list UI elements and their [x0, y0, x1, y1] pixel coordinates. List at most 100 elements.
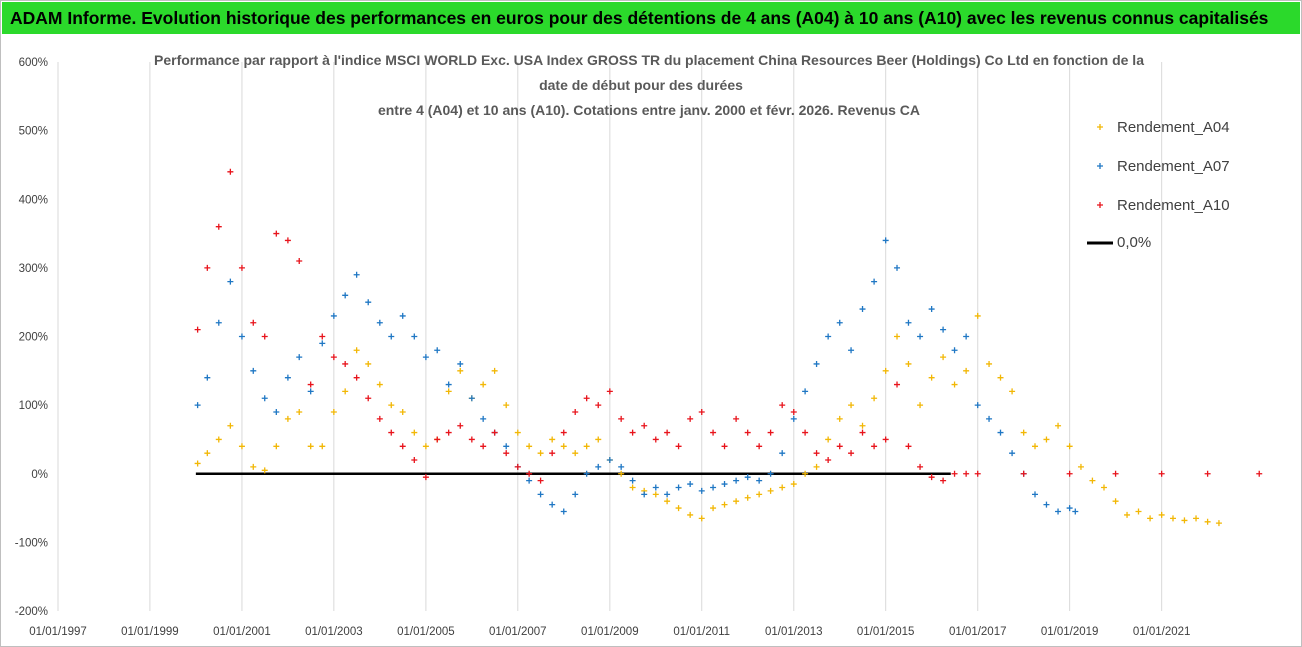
x-tick-label: 01/01/2011 — [673, 626, 730, 638]
data-point-a07 — [894, 264, 901, 271]
data-point-a07 — [572, 491, 579, 498]
data-point-a07 — [1072, 508, 1079, 515]
data-point-a10 — [974, 470, 981, 477]
data-point-a07 — [756, 477, 763, 484]
chart-title-line: entre 4 (A04) et 10 ans (A10). Cotations… — [378, 102, 920, 118]
data-point-a04 — [767, 487, 774, 494]
data-point-a10 — [204, 264, 211, 271]
data-point-a10 — [917, 463, 924, 470]
data-point-a07 — [457, 360, 464, 367]
data-point-a04 — [1169, 515, 1176, 522]
legend-marker-a07 — [1097, 163, 1103, 169]
data-point-a10 — [664, 429, 671, 436]
data-point-a04 — [1020, 429, 1027, 436]
data-point-a04 — [411, 429, 418, 436]
data-point-a07 — [882, 237, 889, 244]
data-point-a04 — [1043, 436, 1050, 443]
y-tick-label: 300% — [19, 263, 48, 275]
data-point-a04 — [664, 498, 671, 505]
data-point-a07 — [227, 278, 234, 285]
legend-label: Rendement_A07 — [1117, 158, 1230, 175]
data-point-a04 — [940, 354, 947, 361]
data-point-a10 — [687, 415, 694, 422]
data-point-a04 — [342, 388, 349, 395]
data-point-a10 — [445, 429, 452, 436]
series-a04 — [194, 312, 1222, 527]
data-point-a10 — [365, 395, 372, 402]
data-point-a04 — [1112, 498, 1119, 505]
data-point-a10 — [491, 429, 498, 436]
data-point-a10 — [194, 326, 201, 333]
data-point-a04 — [1181, 517, 1188, 524]
data-point-a10 — [825, 457, 832, 464]
data-point-a07 — [194, 402, 201, 409]
data-point-a07 — [284, 374, 291, 381]
data-point-a10 — [503, 450, 510, 457]
data-point-a10 — [756, 443, 763, 450]
data-point-a10 — [802, 429, 809, 436]
data-point-a10 — [284, 237, 291, 244]
data-point-a04 — [1193, 515, 1200, 522]
data-point-a07 — [802, 388, 809, 395]
data-point-a04 — [779, 484, 786, 491]
data-point-a10 — [779, 402, 786, 409]
data-point-a10 — [1256, 470, 1263, 477]
data-point-a10 — [951, 470, 958, 477]
legend-marker-a10 — [1097, 202, 1103, 208]
data-point-a10 — [388, 429, 395, 436]
data-point-a04 — [756, 491, 763, 498]
data-point-a10 — [836, 443, 843, 450]
data-point-a04 — [871, 395, 878, 402]
data-point-a10 — [618, 415, 625, 422]
y-tick-label: 400% — [19, 194, 48, 206]
data-point-a10 — [733, 415, 740, 422]
series-a07 — [194, 237, 1079, 515]
data-point-a10 — [813, 450, 820, 457]
data-point-a04 — [1158, 511, 1165, 518]
data-point-a04 — [330, 408, 337, 415]
data-point-a07 — [307, 388, 314, 395]
data-point-a10 — [422, 474, 429, 481]
data-point-a10 — [629, 429, 636, 436]
data-point-a04 — [1204, 518, 1211, 525]
chart-title-line: date de début pour des durées — [539, 77, 743, 93]
data-point-a07 — [974, 402, 981, 409]
x-tick-label: 01/01/2005 — [397, 626, 455, 638]
data-point-a10 — [790, 408, 797, 415]
data-point-a10 — [353, 374, 360, 381]
data-point-a10 — [641, 422, 648, 429]
data-point-a04 — [250, 463, 257, 470]
data-point-a07 — [710, 484, 717, 491]
data-point-a07 — [1066, 505, 1073, 512]
data-point-a10 — [675, 443, 682, 450]
data-point-a04 — [652, 491, 659, 498]
x-axis: 01/01/1997 01/01/1999 01/01/2001 01/01/2003… — [29, 626, 1190, 638]
chart-title: Performance par rapport à l'indice MSCI … — [154, 52, 1144, 118]
data-point-a07 — [261, 395, 268, 402]
data-point-a07 — [376, 319, 383, 326]
data-point-a10 — [549, 450, 556, 457]
data-point-a07 — [503, 443, 510, 450]
data-point-a04 — [376, 381, 383, 388]
data-point-a10 — [434, 436, 441, 443]
data-point-a04 — [1135, 508, 1142, 515]
x-tick-label: 01/01/2007 — [489, 626, 547, 638]
data-point-a07 — [836, 319, 843, 326]
data-point-a04 — [733, 498, 740, 505]
data-point-a04 — [813, 463, 820, 470]
y-tick-label: 500% — [19, 126, 48, 138]
data-point-a07 — [353, 271, 360, 278]
x-tick-label: 01/01/2009 — [581, 626, 639, 638]
data-point-a07 — [825, 333, 832, 340]
data-point-a04 — [273, 443, 280, 450]
data-point-a04 — [629, 484, 636, 491]
data-point-a07 — [813, 360, 820, 367]
y-tick-label: 200% — [19, 332, 48, 344]
data-point-a04 — [365, 360, 372, 367]
x-tick-label: 01/01/2017 — [949, 626, 1007, 638]
data-point-a07 — [1043, 501, 1050, 508]
data-point-a10 — [928, 474, 935, 481]
data-point-a04 — [721, 501, 728, 508]
data-point-a07 — [744, 474, 751, 481]
